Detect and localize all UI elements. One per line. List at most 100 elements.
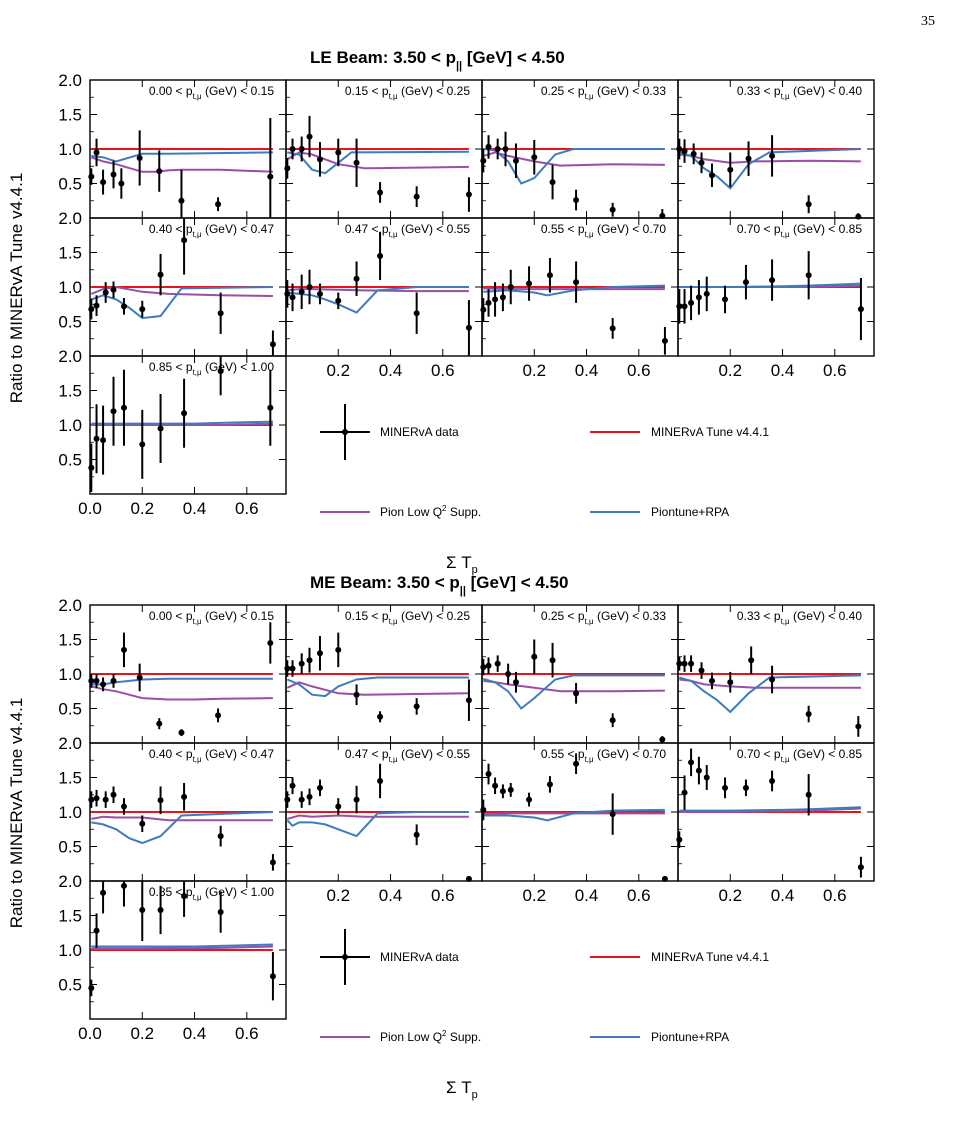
data-point (722, 296, 729, 303)
data-point (269, 341, 276, 348)
panel-1: 0.00 < pt,μ (GeV) < 0.15 (88, 604, 287, 744)
panel-label: 0.40 < pt,μ (GeV) < 0.47 (149, 222, 274, 239)
panel-8: 0.70 < pt,μ (GeV) < 0.85 (676, 217, 875, 357)
data-point (139, 441, 146, 448)
data-point (335, 297, 342, 304)
series-piontune-line (91, 420, 273, 425)
data-point (413, 193, 420, 200)
data-point (573, 690, 580, 697)
data-point (485, 771, 492, 778)
data-point (267, 639, 274, 646)
data-point (480, 806, 487, 813)
series-pion-line (287, 288, 469, 293)
y-tick-label: 1.5 (58, 244, 82, 263)
data-point (269, 973, 276, 980)
data-point (139, 906, 146, 913)
data-point (157, 425, 164, 432)
data-point (139, 306, 146, 313)
y-axis-label: Ratio to MINERvA Tune v4.4.1 (7, 698, 26, 929)
page-number: 35 (921, 14, 935, 29)
data-point (181, 237, 188, 244)
data-point (157, 906, 164, 913)
data-point (136, 674, 143, 681)
panel-label: 0.85 < pt,μ (GeV) < 1.00 (149, 885, 274, 902)
data-point (88, 984, 95, 991)
data-point (549, 657, 556, 664)
data-point (269, 859, 276, 866)
panel-9: 0.85 < pt,μ (GeV) < 1.00 (88, 355, 287, 495)
data-point (492, 782, 499, 789)
data-point (298, 146, 305, 152)
data-point (93, 302, 100, 309)
data-point (549, 179, 556, 186)
data-point (181, 793, 188, 800)
series-pion-line (286, 681, 469, 696)
data-point (507, 284, 514, 290)
data-point (676, 303, 683, 310)
series-pion-line (483, 679, 665, 693)
data-point (695, 767, 702, 774)
data-point (298, 288, 305, 295)
data-point (267, 173, 274, 180)
y-tick-label: 2.0 (58, 71, 82, 90)
data-point (120, 882, 127, 889)
data-point (157, 797, 164, 804)
data-point (217, 909, 224, 916)
data-point (573, 279, 580, 286)
legend-data-label: MINERvA data (380, 950, 459, 964)
y-tick-label: 0.5 (58, 976, 82, 995)
data-point (178, 729, 185, 736)
data-point (100, 889, 107, 896)
y-tick-label: 1.5 (58, 907, 82, 926)
panel-label: 0.40 < pt,μ (GeV) < 0.47 (149, 747, 274, 764)
x-tick-label: 0.6 (823, 886, 847, 905)
panel-4: 0.33 < pt,μ (GeV) < 0.40 (676, 79, 875, 220)
legend-pion-label: Pion Low Q2 Supp. (380, 1029, 481, 1044)
y-tick-label: 0.5 (58, 451, 82, 470)
data-point (215, 201, 222, 208)
series-piontune-line (679, 674, 861, 714)
data-point (289, 782, 296, 789)
x-tick-label: 0.4 (771, 886, 795, 905)
data-point (110, 791, 117, 798)
data-point (703, 774, 710, 781)
y-tick-label: 0.5 (58, 700, 82, 719)
data-point (181, 893, 188, 900)
series-pion-line (91, 815, 273, 822)
data-point (353, 275, 360, 282)
data-point (609, 811, 616, 818)
data-point (316, 650, 323, 657)
legend-piontune-label: Piontune+RPA (651, 1030, 729, 1044)
panel-label: 0.70 < pt,μ (GeV) < 0.85 (737, 222, 862, 239)
y-tick-label: 1.0 (58, 803, 82, 822)
data-point (377, 252, 384, 259)
data-point (745, 155, 752, 162)
y-tick-label: 2.0 (58, 209, 82, 228)
data-point (298, 796, 305, 803)
data-point (492, 296, 499, 303)
data-point (88, 677, 95, 684)
x-tick-label: 0.6 (823, 361, 847, 380)
data-point (573, 760, 580, 767)
series-pion-line (679, 807, 861, 813)
series-piontune-line (483, 148, 665, 185)
panel-label: 0.47 < pt,μ (GeV) < 0.55 (345, 222, 470, 239)
data-point (676, 146, 683, 152)
x-tick-label: 0.2 (326, 886, 350, 905)
x-tick-label: 0.4 (575, 361, 599, 380)
chart-title: ME Beam: 3.50 < p|| [GeV] < 4.50 (310, 573, 568, 597)
x-tick-label: 0.2 (522, 361, 546, 380)
series-pion-line (91, 945, 273, 950)
x-tick-label: 0.0 (78, 499, 102, 518)
y-tick-label: 1.5 (58, 382, 82, 401)
data-point (110, 677, 117, 684)
data-point (708, 172, 715, 179)
data-point (217, 310, 224, 317)
data-point (748, 657, 755, 664)
x-tick-label: 0.2 (718, 361, 742, 380)
data-point (118, 180, 125, 187)
panel-6: 0.47 < pt,μ (GeV) < 0.55 (284, 217, 483, 357)
data-point (93, 149, 100, 156)
data-point (306, 657, 313, 664)
data-point (480, 306, 487, 313)
